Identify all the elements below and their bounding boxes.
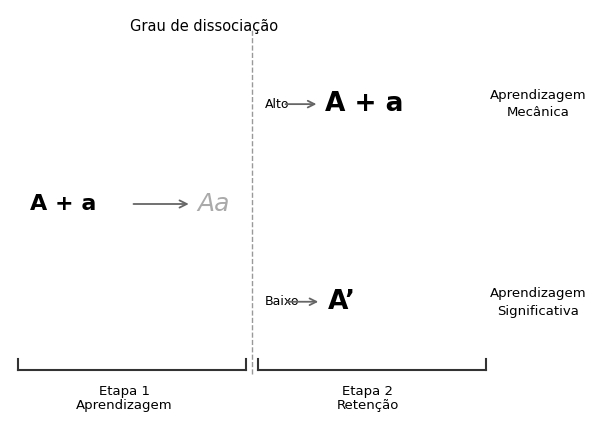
Text: Aprendizagem: Aprendizagem — [490, 287, 586, 300]
Text: Aprendizagem: Aprendizagem — [490, 89, 586, 102]
Text: A + a: A + a — [30, 194, 97, 214]
Text: A’: A’ — [328, 289, 356, 315]
Text: Mecânica: Mecânica — [506, 106, 570, 119]
Text: Aa: Aa — [198, 192, 230, 216]
Text: Baixo: Baixo — [264, 295, 299, 308]
Text: Significativa: Significativa — [497, 305, 579, 317]
Text: Alto: Alto — [264, 98, 289, 110]
Text: Aprendizagem: Aprendizagem — [77, 400, 173, 413]
Text: Retenção: Retenção — [337, 400, 399, 413]
Text: A + a: A + a — [325, 91, 404, 117]
Text: Grau de dissociação: Grau de dissociação — [130, 19, 278, 34]
Text: Etapa 2: Etapa 2 — [342, 385, 393, 398]
Text: Etapa 1: Etapa 1 — [99, 385, 150, 398]
